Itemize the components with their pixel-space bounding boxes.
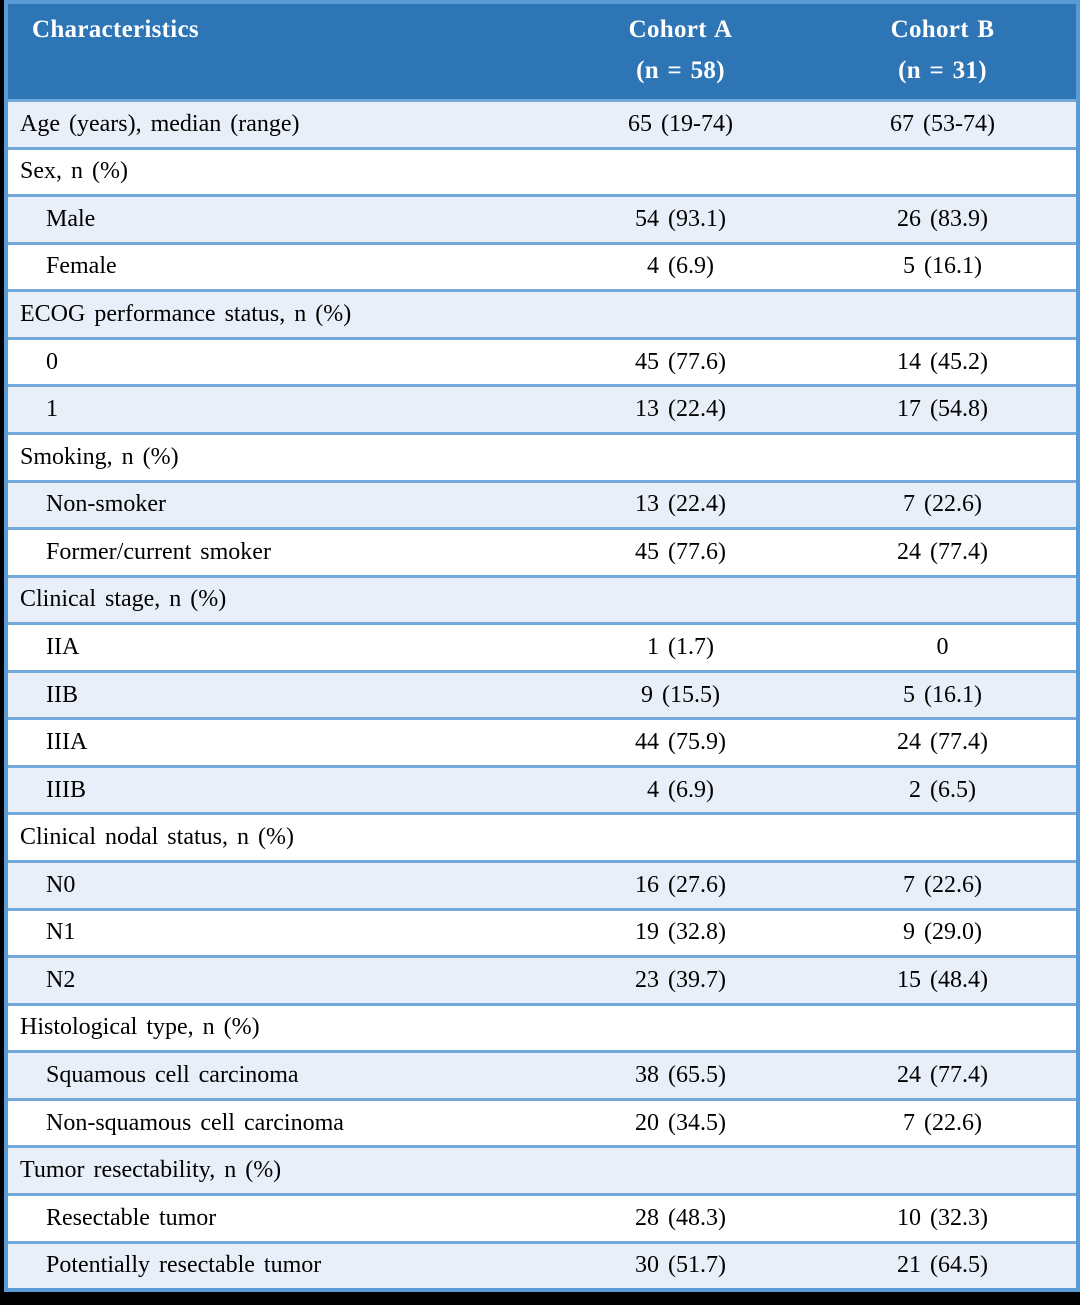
row-label: Squamous cell carcinoma	[46, 1062, 299, 1089]
cohort-a-value: 38 (65.5)	[635, 1062, 726, 1089]
cohort-a-value: 9 (15.5)	[641, 681, 720, 708]
cohort-a-value: 30 (51.7)	[635, 1252, 726, 1279]
cohort-a-value: 54 (93.1)	[635, 205, 726, 232]
header-cohort-b-title: Cohort B	[890, 16, 995, 43]
cohort-a-value: 16 (27.6)	[635, 871, 726, 898]
header-cohort-b-n: (n = 31)	[898, 57, 987, 84]
cohort-b-value: 7 (22.6)	[903, 871, 982, 898]
row-label: 1	[46, 396, 58, 423]
cohort-a-value: 13 (22.4)	[635, 491, 726, 518]
cohort-a-value: 4 (6.9)	[647, 253, 714, 280]
table-row: Age (years), median (range) 65 (19-74) 6…	[8, 102, 1076, 147]
row-label: Resectable tumor	[46, 1204, 217, 1231]
row-label: IIIA	[46, 729, 88, 756]
table-row: Tumor resectability, n (%)	[8, 1145, 1076, 1193]
table-row: N1 19 (32.8) 9 (29.0)	[8, 907, 1076, 956]
cohort-a-value: 28 (48.3)	[635, 1204, 726, 1231]
row-label: Male	[46, 205, 96, 232]
table-header-row: Characteristics Cohort A (n = 58) Cohort…	[8, 4, 1076, 99]
header-cohort-a-n: (n = 58)	[636, 57, 725, 84]
table-row: Sex, n (%)	[8, 146, 1076, 195]
table-row: IIA 1 (1.7) 0	[8, 622, 1076, 670]
cohort-b-value: 24 (77.4)	[897, 1062, 988, 1089]
row-label: Clinical nodal status, n (%)	[20, 824, 294, 851]
header-cohort-a: Cohort A (n = 58)	[548, 4, 813, 99]
row-label: Female	[46, 253, 117, 280]
cohort-b-value: 67 (53-74)	[890, 110, 995, 137]
cohort-a-value: 13 (22.4)	[635, 396, 726, 423]
row-label: Smoking, n (%)	[20, 443, 179, 470]
cohort-a-value: 65 (19-74)	[628, 110, 733, 137]
row-label: N0	[46, 871, 76, 898]
row-label: Clinical stage, n (%)	[20, 586, 227, 613]
table-row: IIIA 44 (75.9) 24 (77.4)	[8, 717, 1076, 765]
table-row: Resectable tumor 28 (48.3) 10 (32.3)	[8, 1192, 1076, 1241]
table-row: Clinical nodal status, n (%)	[8, 812, 1076, 860]
row-label: Non-smoker	[46, 491, 166, 518]
row-label: Non-squamous cell carcinoma	[46, 1109, 344, 1136]
cohort-b-value: 15 (48.4)	[897, 966, 988, 993]
row-label: Tumor resectability, n (%)	[20, 1157, 282, 1184]
row-label: Age (years), median (range)	[20, 110, 300, 137]
cohort-b-value: 14 (45.2)	[897, 348, 988, 375]
table-row: 0 45 (77.6) 14 (45.2)	[8, 336, 1076, 385]
table-row: IIIB 4 (6.9) 2 (6.5)	[8, 764, 1076, 813]
table-row: ECOG performance status, n (%)	[8, 289, 1076, 337]
row-label: IIIB	[46, 776, 86, 803]
table-row: N2 23 (39.7) 15 (48.4)	[8, 955, 1076, 1003]
table-body: Age (years), median (range) 65 (19-74) 6…	[8, 99, 1076, 1289]
row-label: IIA	[46, 633, 80, 660]
cohort-b-value: 0	[936, 633, 949, 660]
cohort-b-value: 5 (16.1)	[903, 681, 982, 708]
row-label: ECOG performance status, n (%)	[20, 301, 352, 328]
cohort-a-value: 1 (1.7)	[647, 633, 714, 660]
table-row: Former/current smoker 45 (77.6) 24 (77.4…	[8, 527, 1076, 575]
table-row: Female 4 (6.9) 5 (16.1)	[8, 241, 1076, 290]
header-cohort-b: Cohort B (n = 31)	[813, 4, 1072, 99]
cohort-a-value: 20 (34.5)	[635, 1109, 726, 1136]
cohort-b-value: 21 (64.5)	[897, 1252, 988, 1279]
table-row: Non-squamous cell carcinoma 20 (34.5) 7 …	[8, 1097, 1076, 1146]
cohort-a-value: 45 (77.6)	[635, 538, 726, 565]
row-label: Former/current smoker	[46, 538, 271, 565]
header-characteristics-label: Characteristics	[32, 16, 199, 43]
characteristics-table: Characteristics Cohort A (n = 58) Cohort…	[4, 0, 1080, 1292]
header-cohort-a-title: Cohort A	[628, 16, 733, 43]
table-row: Potentially resectable tumor 30 (51.7) 2…	[8, 1240, 1076, 1289]
cohort-b-value: 7 (22.6)	[903, 1109, 982, 1136]
table-row: 1 13 (22.4) 17 (54.8)	[8, 384, 1076, 432]
cohort-b-value: 9 (29.0)	[903, 919, 982, 946]
table-row: Squamous cell carcinoma 38 (65.5) 24 (77…	[8, 1050, 1076, 1098]
cohort-b-value: 17 (54.8)	[897, 396, 988, 423]
table-row: Male 54 (93.1) 26 (83.9)	[8, 194, 1076, 242]
row-label: N1	[46, 919, 76, 946]
cohort-b-value: 7 (22.6)	[903, 491, 982, 518]
cohort-a-value: 19 (32.8)	[635, 919, 726, 946]
row-label: 0	[46, 348, 58, 375]
table-row: Smoking, n (%)	[8, 431, 1076, 480]
row-label: IIB	[46, 681, 78, 708]
row-label: Histological type, n (%)	[20, 1014, 260, 1041]
cohort-a-value: 45 (77.6)	[635, 348, 726, 375]
table-row: Histological type, n (%)	[8, 1002, 1076, 1051]
row-label: Sex, n (%)	[20, 158, 128, 185]
row-label: N2	[46, 966, 76, 993]
table-row: IIB 9 (15.5) 5 (16.1)	[8, 669, 1076, 718]
table-row: Clinical stage, n (%)	[8, 574, 1076, 623]
cohort-a-value: 4 (6.9)	[647, 776, 714, 803]
cohort-b-value: 24 (77.4)	[897, 729, 988, 756]
row-label: Potentially resectable tumor	[46, 1252, 322, 1279]
header-characteristics: Characteristics	[8, 4, 548, 99]
cohort-b-value: 5 (16.1)	[903, 253, 982, 280]
table-row: N0 16 (27.6) 7 (22.6)	[8, 860, 1076, 908]
cohort-b-value: 2 (6.5)	[909, 776, 976, 803]
cohort-a-value: 23 (39.7)	[635, 966, 726, 993]
cohort-a-value: 44 (75.9)	[635, 729, 726, 756]
table-row: Non-smoker 13 (22.4) 7 (22.6)	[8, 479, 1076, 528]
cohort-b-value: 24 (77.4)	[897, 538, 988, 565]
cohort-b-value: 26 (83.9)	[897, 205, 988, 232]
cohort-b-value: 10 (32.3)	[897, 1204, 988, 1231]
